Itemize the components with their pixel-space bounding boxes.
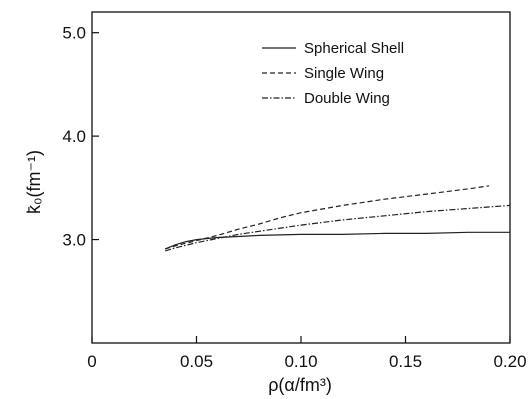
legend: Spherical Shell Single Wing Double Wing [262,40,404,107]
y-tick-label: 3.0 [62,231,86,250]
legend-label-spherical-shell: Spherical Shell [304,40,404,57]
legend-label-double-wing: Double Wing [304,90,390,107]
plot-frame [91,11,511,344]
x-tick-label: 0 [87,352,96,371]
y-tick-label: 4.0 [62,127,86,146]
x-axis-ticks: 0 0.05 0.10 0.15 0.20 [87,336,527,371]
x-tick-label: 0.20 [493,352,526,371]
series-line-double-wing [165,204,511,252]
x-tick-label: 0.10 [284,352,317,371]
x-tick-label: 0.15 [389,352,422,371]
y-axis-ticks: 3.0 4.0 5.0 [62,24,99,250]
y-tick-label: 5.0 [62,24,86,43]
series-line-spherical-shell [164,231,510,250]
y-axis-label: k̄₀(fm⁻¹) [24,150,44,214]
x-axis-label: ρ(α/fm³) [268,375,332,395]
series-layer [164,185,511,252]
legend-label-single-wing: Single Wing [304,65,384,82]
x-tick-label: 0.05 [180,352,213,371]
series-line-single-wing [165,185,490,250]
